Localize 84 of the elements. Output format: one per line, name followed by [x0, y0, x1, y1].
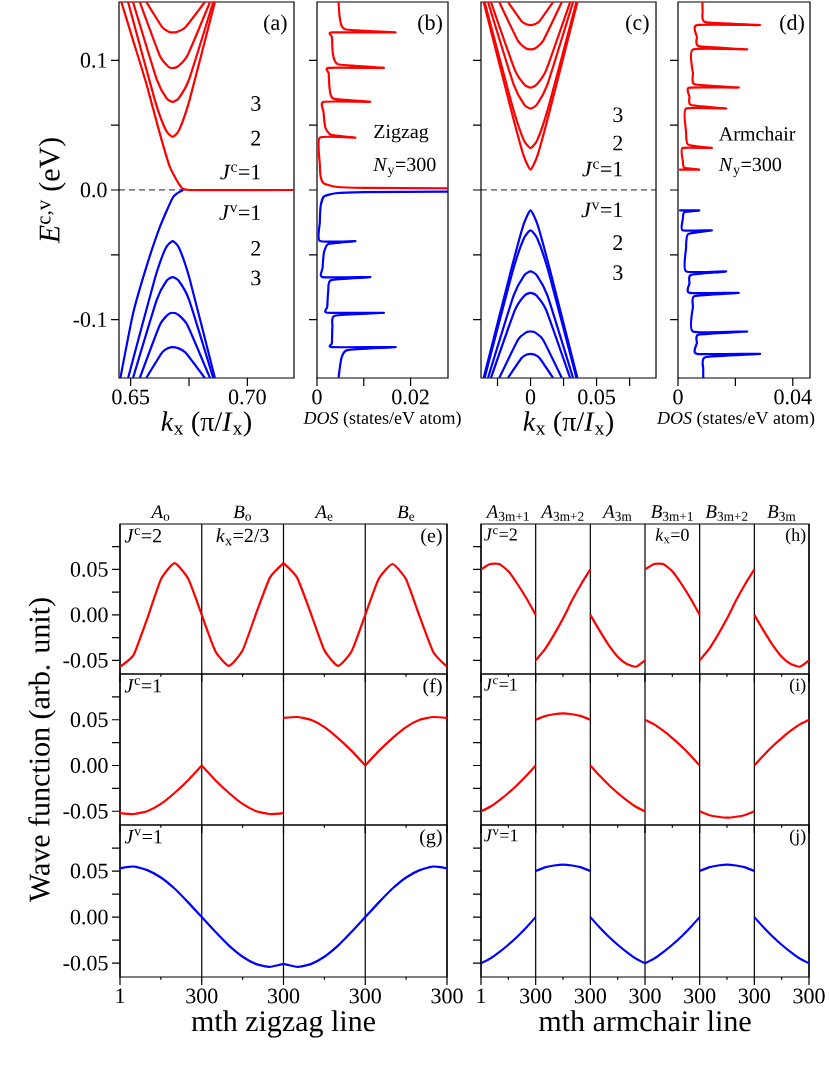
x-tick-label: 300: [793, 988, 825, 1004]
x-axis-title: k$_{x}$ (π/I$_{x}$): [523, 411, 613, 437]
x-tick-label: 300: [520, 988, 552, 1004]
annotation: N$_{y}$=300: [718, 157, 782, 178]
annotation: J$^{c}$=2: [484, 528, 517, 541]
x-axis-title: DOS (states/eV atom): [303, 411, 461, 428]
annotation: (f): [423, 678, 442, 697]
y-tick-label: 0.0: [80, 182, 107, 198]
annotation: 3: [251, 270, 261, 286]
x-tick-label: 0.02: [392, 389, 429, 405]
y-tick-label: -0.05: [63, 955, 108, 971]
annotation: Zigzag: [374, 124, 429, 143]
annotation: 3: [613, 107, 623, 123]
annotation: N$_{y}$=300: [373, 157, 436, 178]
text: A$_{3m}$: [602, 505, 632, 521]
annotation: J$^{c}$=1: [220, 164, 260, 180]
annotation: k$_{x}$=2/3: [216, 528, 269, 546]
x-tick-label: 0: [312, 389, 322, 405]
y-axis-title: E$^{c,v}$ (eV): [38, 138, 66, 244]
annotation: 3: [613, 265, 623, 281]
annotation: J$^{c}$=2: [124, 528, 162, 543]
x-tick-label: 300: [684, 988, 716, 1004]
x-axis-title: DOS (states/eV atom): [656, 411, 815, 428]
x-tick-label: 300: [349, 988, 381, 1004]
x-tick-label: 0.65: [112, 389, 150, 405]
text: A$_{o}$: [150, 505, 170, 521]
y-tick-label: -0.05: [63, 803, 108, 819]
y-tick-label: -0.05: [63, 652, 108, 668]
y-tick-label: 0.1: [80, 52, 107, 68]
annotation: J$^{v}$=1: [484, 829, 518, 842]
annotation: 2: [251, 130, 261, 146]
text: B$_{o}$: [233, 505, 251, 521]
text: A$_{e}$: [314, 505, 333, 521]
x-tick-label: 300: [186, 988, 218, 1004]
x-tick-label: 300: [629, 988, 661, 1004]
x-tick-label: 300: [738, 988, 770, 1004]
x-axis-title: mth zigzag line: [191, 1010, 375, 1038]
annotation: 2: [613, 235, 623, 250]
annotation: (d): [780, 14, 804, 35]
annotation: J$^{c}$=1: [582, 161, 622, 177]
x-tick-label: 0.05: [578, 389, 615, 405]
text: B$_{3m+2}$: [705, 505, 748, 521]
x-tick-label: 0: [673, 389, 683, 405]
x-tick-label: 1: [477, 988, 486, 1004]
y-tick-label: 0.00: [70, 758, 108, 773]
annotation: (a): [264, 14, 287, 35]
annotation: J$^{c}$=1: [124, 678, 161, 693]
annotation: J$^{v}$=1: [581, 202, 622, 218]
annotation: 3: [251, 96, 261, 111]
x-tick-label: 1: [116, 988, 125, 1004]
text: B$_{3m}$: [767, 505, 796, 521]
annotation: J$^{v}$=1: [219, 205, 260, 220]
text: A$_{3m+1}$: [485, 505, 529, 521]
y-tick-label: -0.1: [73, 312, 107, 328]
annotation: (j): [789, 829, 806, 846]
x-axis-title: k$_{x}$ (π/I$_{x}$): [161, 411, 251, 437]
annotation: (g): [420, 829, 442, 848]
text: B$_{e}$: [397, 505, 415, 521]
annotation: 2: [251, 240, 261, 256]
annotation: (i): [789, 678, 806, 695]
x-tick-label: 300: [431, 988, 463, 1004]
y-tick-label: 0.05: [70, 561, 108, 577]
annotation: k$_{x}$=0: [655, 528, 689, 544]
y-tick-label: 0.05: [70, 863, 108, 879]
x-axis-title: mth armchair line: [539, 1010, 751, 1032]
x-tick-label: 0.04: [774, 389, 812, 405]
x-tick-label: 300: [268, 988, 300, 1004]
annotation: 2: [613, 135, 623, 151]
annotation: (b): [418, 14, 442, 35]
annotation: (e): [421, 528, 442, 547]
y-tick-label: 0.05: [70, 712, 108, 728]
annotation: (c): [626, 14, 649, 35]
y-tick-label: 0.00: [70, 909, 108, 925]
x-tick-label: 0: [525, 389, 536, 405]
text: A$_{3m+2}$: [540, 505, 584, 521]
y-axis-title: Wave function (arb. unit): [28, 598, 56, 902]
annotation: Armchair: [718, 126, 796, 141]
annotation: J$^{c}$=1: [484, 678, 517, 691]
annotation: J$^{v}$=1: [124, 829, 162, 844]
x-tick-label: 0.70: [228, 389, 266, 405]
x-tick-label: 300: [574, 988, 606, 1004]
annotation: (h): [785, 528, 806, 545]
text: B$_{3m+1}$: [650, 505, 693, 521]
y-tick-label: 0.00: [70, 607, 108, 623]
